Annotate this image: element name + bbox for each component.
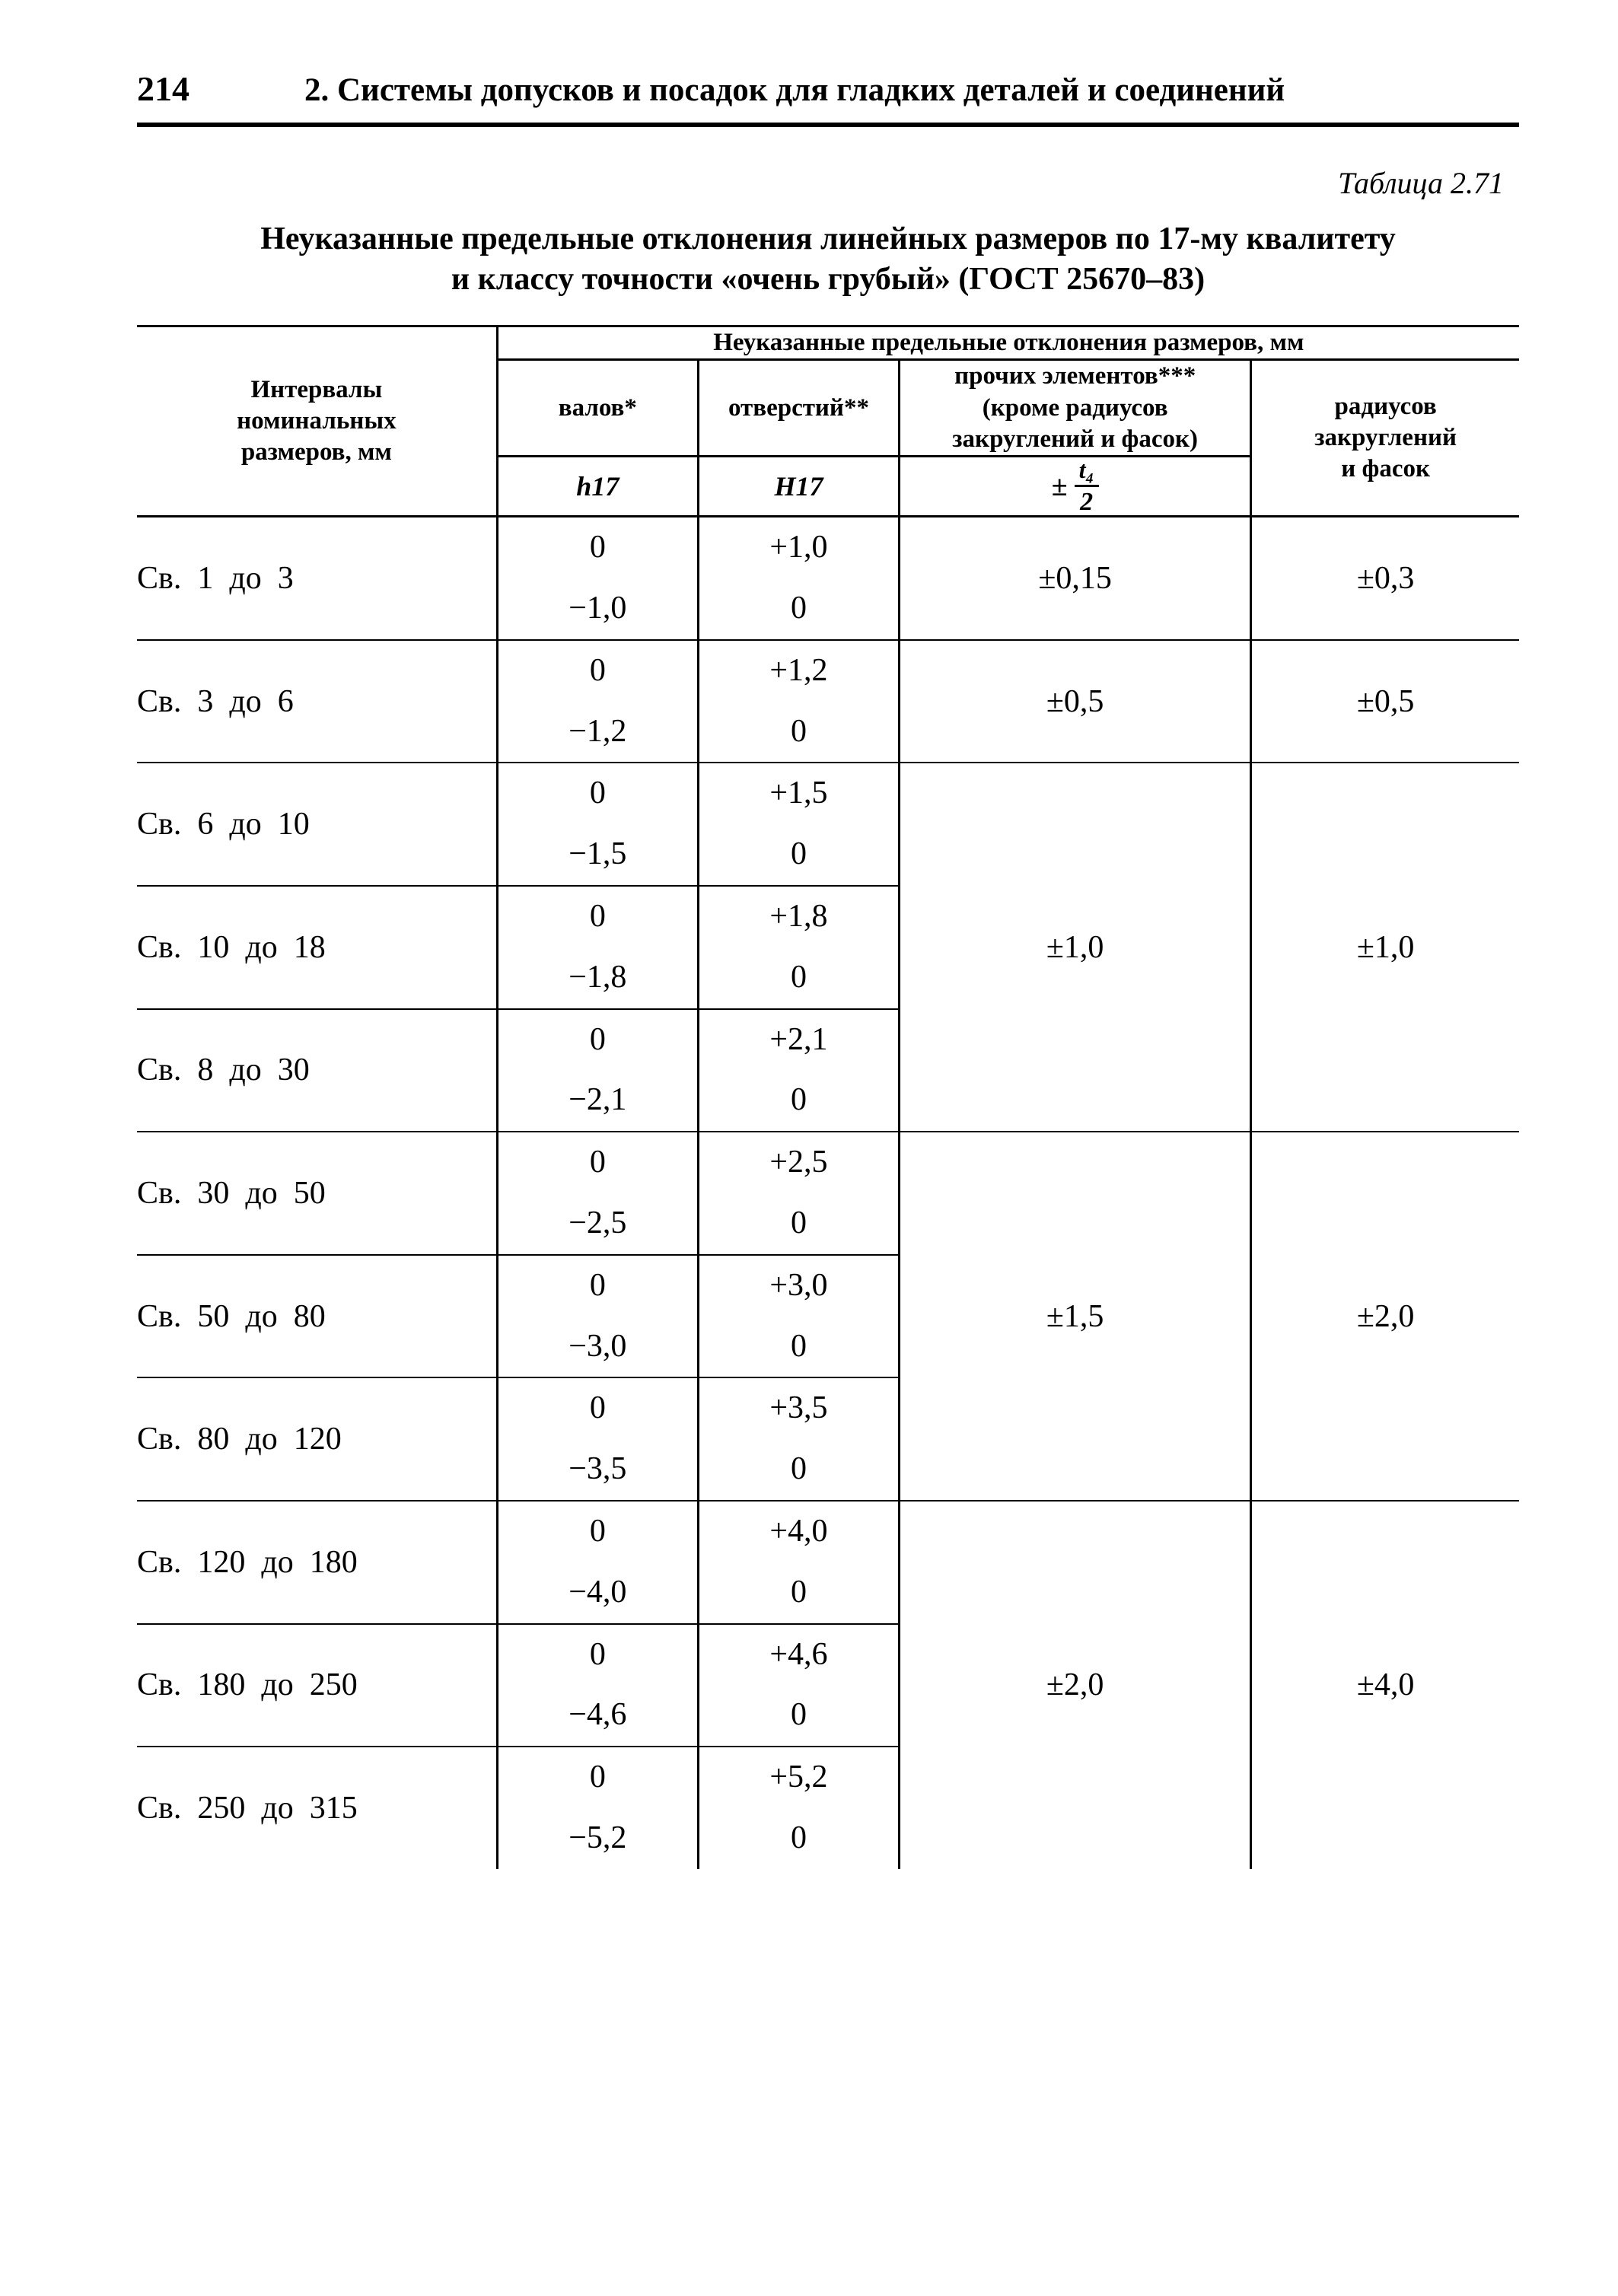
frac-num: t₄	[1075, 457, 1099, 487]
other-cell: ±1,0	[900, 763, 1251, 1132]
hole-cell: +2,10	[698, 1009, 899, 1132]
page-header: 214 2. Системы допусков и посадок для гл…	[137, 68, 1519, 109]
shaft-cell: 0−3,5	[497, 1377, 698, 1501]
interval-cell: Св. 6 до 10	[137, 763, 497, 886]
interval-cell: Св. 1 до 3	[137, 517, 497, 640]
shaft-cell: 0−2,5	[497, 1132, 698, 1255]
interval-cell: Св. 30 до 50	[137, 1132, 497, 1255]
hdr-sub-hole: H17	[698, 457, 899, 517]
hole-cell: +3,50	[698, 1377, 899, 1501]
page: 214 2. Системы допусков и посадок для гл…	[0, 0, 1618, 2296]
radius-cell: ±2,0	[1251, 1132, 1519, 1501]
table-body: Св. 1 до 30−1,0+1,00±0,15±0,3Св. 3 до 60…	[137, 517, 1519, 1869]
section-title: 2. Системы допусков и посадок для гладки…	[304, 72, 1519, 109]
tolerance-table: Интервалы номинальных размеров, мм Неука…	[137, 325, 1519, 1869]
pm-sign: ±	[1052, 470, 1068, 502]
interval-cell: Св. 250 до 315	[137, 1747, 497, 1869]
hole-cell: +1,80	[698, 886, 899, 1009]
shaft-cell: 0−1,2	[497, 640, 698, 763]
other-cell: ±0,5	[900, 640, 1251, 763]
table-row: Св. 30 до 500−2,5+2,50±1,5±2,0	[137, 1132, 1519, 1255]
hole-cell: +4,00	[698, 1501, 899, 1624]
shaft-cell: 0−1,5	[497, 763, 698, 886]
hdr-others-l2: (кроме радиусов	[983, 394, 1168, 422]
table-head: Интервалы номинальных размеров, мм Неука…	[137, 326, 1519, 517]
hdr-others-l3: закруглений и фасок)	[952, 425, 1198, 453]
hole-cell: +1,00	[698, 517, 899, 640]
interval-cell: Св. 180 до 250	[137, 1624, 497, 1747]
shaft-cell: 0−3,0	[497, 1255, 698, 1378]
interval-cell: Св. 8 до 30	[137, 1009, 497, 1132]
interval-cell: Св. 120 до 180	[137, 1501, 497, 1624]
table-title-line1: Неуказанные предельные отклонения линейн…	[260, 221, 1396, 256]
hdr-sub-other: ± t₄ 2	[900, 457, 1251, 517]
shaft-cell: 0−1,0	[497, 517, 698, 640]
hdr-holes: отверстий**	[698, 360, 899, 457]
hole-cell: +4,60	[698, 1624, 899, 1747]
radius-cell: ±0,5	[1251, 640, 1519, 763]
table-row: Св. 6 до 100−1,5+1,50±1,0±1,0	[137, 763, 1519, 886]
hdr-intervals: Интервалы номинальных размеров, мм	[137, 326, 497, 517]
hdr-radii-l2: закруглений	[1314, 424, 1457, 451]
interval-cell: Св. 3 до 6	[137, 640, 497, 763]
t4-over-2: t₄ 2	[1075, 457, 1099, 515]
table-row: Св. 1 до 30−1,0+1,00±0,15±0,3	[137, 517, 1519, 640]
radius-cell: ±1,0	[1251, 763, 1519, 1132]
shaft-cell: 0−4,0	[497, 1501, 698, 1624]
hdr-radii-l1: радиусов	[1335, 393, 1437, 420]
radius-cell: ±4,0	[1251, 1501, 1519, 1869]
interval-cell: Св. 80 до 120	[137, 1377, 497, 1501]
hdr-radii: радиусов закруглений и фасок	[1251, 360, 1519, 517]
shaft-cell: 0−4,6	[497, 1624, 698, 1747]
table-title: Неуказанные предельные отклонения линейн…	[167, 219, 1489, 299]
hole-cell: +1,50	[698, 763, 899, 886]
hdr-others: прочих элементов*** (кроме радиусов закр…	[900, 360, 1251, 457]
table-label: Таблица 2.71	[137, 165, 1504, 201]
other-cell: ±0,15	[900, 517, 1251, 640]
header-rule	[137, 123, 1519, 127]
interval-cell: Св. 10 до 18	[137, 886, 497, 1009]
hdr-radii-l3: и фасок	[1341, 455, 1430, 482]
shaft-cell: 0−1,8	[497, 886, 698, 1009]
shaft-cell: 0−2,1	[497, 1009, 698, 1132]
other-cell: ±2,0	[900, 1501, 1251, 1869]
hdr-deviations: Неуказанные предельные отклонения размер…	[497, 326, 1519, 360]
page-number: 214	[137, 68, 304, 109]
radius-cell: ±0,3	[1251, 517, 1519, 640]
table-title-line2: и классу точности «очень грубый» (ГОСТ 2…	[451, 262, 1205, 297]
table-row: Св. 120 до 1800−4,0+4,00±2,0±4,0	[137, 1501, 1519, 1624]
hole-cell: +3,00	[698, 1255, 899, 1378]
other-cell: ±1,5	[900, 1132, 1251, 1501]
hdr-sub-shaft: h17	[497, 457, 698, 517]
hdr-shafts: валов*	[497, 360, 698, 457]
hdr-others-l1: прочих элементов***	[954, 362, 1196, 390]
shaft-cell: 0−5,2	[497, 1747, 698, 1869]
interval-cell: Св. 50 до 80	[137, 1255, 497, 1378]
hole-cell: +5,20	[698, 1747, 899, 1869]
frac-den: 2	[1075, 487, 1099, 516]
hole-cell: +2,50	[698, 1132, 899, 1255]
table-row: Св. 3 до 60−1,2+1,20±0,5±0,5	[137, 640, 1519, 763]
hole-cell: +1,20	[698, 640, 899, 763]
